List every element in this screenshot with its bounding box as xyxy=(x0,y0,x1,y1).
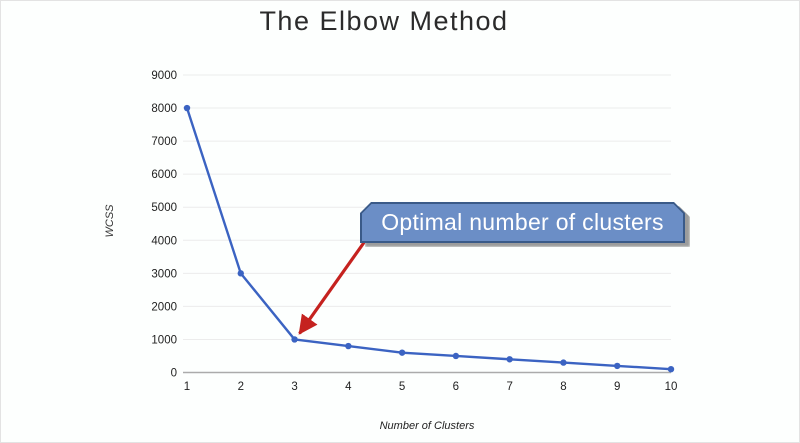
wcss-series-line xyxy=(185,106,673,371)
data-point xyxy=(183,104,191,112)
y-tick-label: 3000 xyxy=(151,268,177,280)
y-tick-label: 9000 xyxy=(151,70,177,82)
y-tick-label: 1000 xyxy=(151,334,177,346)
data-point xyxy=(345,342,352,350)
x-tick-labels: 1 2 3 4 5 6 7 8 9 10 xyxy=(184,381,678,393)
x-axis-label: Number of Clusters xyxy=(379,420,475,432)
x-tick-label: 6 xyxy=(453,381,459,393)
data-point xyxy=(560,359,567,366)
y-axis-label: WCSS xyxy=(104,204,116,238)
annotation-callout: Optimal number of clusters xyxy=(360,202,685,243)
slide-title: The Elbow Method xyxy=(259,6,509,36)
data-point xyxy=(237,270,244,277)
data-point xyxy=(452,352,460,360)
x-tick-label: 2 xyxy=(238,381,244,393)
x-tick-label: 4 xyxy=(345,381,352,393)
annotation-arrow xyxy=(298,241,366,335)
data-point xyxy=(506,356,513,363)
y-tick-label: 5000 xyxy=(151,202,177,214)
x-tick-label: 9 xyxy=(614,381,620,393)
data-point xyxy=(291,336,298,343)
y-tick-label: 7000 xyxy=(151,136,177,148)
y-tick-label: 4000 xyxy=(151,235,177,247)
data-point xyxy=(398,349,406,356)
x-tick-label: 1 xyxy=(184,381,190,393)
x-tick-label: 10 xyxy=(665,381,678,393)
callout-fill xyxy=(362,204,683,241)
data-point xyxy=(667,365,675,373)
data-point xyxy=(614,362,621,370)
gridlines xyxy=(183,74,671,374)
annotation-label: Optimal number of clusters xyxy=(381,209,664,235)
x-tick-label: 3 xyxy=(291,381,297,393)
y-tick-labels: 0 1000 2000 3000 4000 5000 6000 7000 8000 9000 xyxy=(151,70,177,380)
y-tick-label: 6000 xyxy=(151,169,177,181)
x-tick-label: 5 xyxy=(399,381,405,393)
x-tick-label: 8 xyxy=(560,381,566,393)
y-tick-label: 0 xyxy=(171,368,177,380)
y-tick-label: 8000 xyxy=(151,103,177,115)
y-tick-label: 2000 xyxy=(151,301,177,313)
x-tick-label: 7 xyxy=(506,381,512,393)
data-points xyxy=(183,104,675,373)
